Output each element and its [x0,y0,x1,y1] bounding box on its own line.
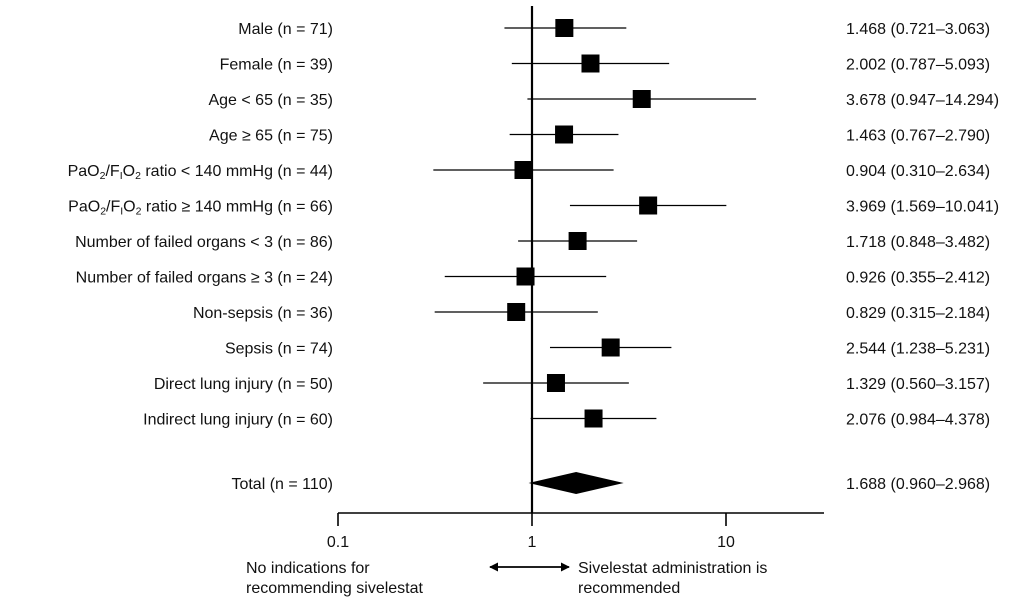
total-diamond [528,472,624,494]
point-estimate-3 [555,125,574,144]
row-values: 1.468 (0.721–3.063) 2.002 (0.787–5.093) 3.… [846,21,999,493]
total-value: 1.688 (0.960–2.968) [846,476,990,493]
axis-annotations: No indications for recommending sivelesta… [246,560,767,597]
point-estimate-11 [584,409,603,428]
point-estimate-5 [639,196,658,215]
point-estimate-2 [632,90,651,108]
row-label-3: Age ≥ 65 (n = 75) [209,128,333,145]
row-value-7: 0.926 (0.355–2.412) [846,270,990,287]
row-value-4: 0.904 (0.310–2.634) [846,163,990,180]
point-estimate-10 [546,374,565,392]
row-label-10: Direct lung injury (n = 50) [154,376,333,393]
x-axis: 0.1 1 10 [327,512,824,551]
plot-marks [433,6,757,513]
row-value-10: 1.329 (0.560–3.157) [846,376,990,393]
row-label-11: Indirect lung injury (n = 60) [143,412,333,429]
row-label-1: Female (n = 39) [220,57,333,74]
row-value-2: 3.678 (0.947–14.294) [846,92,999,109]
point-estimate-7 [516,267,535,286]
row-label-9: Sepsis (n = 74) [225,341,333,358]
left-annotation-line-1: recommending sivelestat [246,580,424,597]
point-estimate-0 [555,19,574,37]
point-estimate-9 [601,338,620,357]
point-estimate-6 [568,232,587,250]
row-label-0: Male (n = 71) [238,21,333,38]
row-value-6: 1.718 (0.848–3.482) [846,234,990,251]
right-annotation-line-0: Sivelestat administration is [578,560,767,577]
row-value-0: 1.468 (0.721–3.063) [846,21,990,38]
row-value-9: 2.544 (1.238–5.231) [846,341,990,358]
row-label-6: Number of failed organs < 3 (n = 86) [75,234,333,251]
row-label-7: Number of failed organs ≥ 3 (n = 24) [76,270,333,287]
point-estimate-8 [507,303,526,321]
row-value-8: 0.829 (0.315–2.184) [846,305,990,322]
row-value-1: 2.002 (0.787–5.093) [846,57,990,74]
x-tick-label-2: 10 [717,534,735,551]
x-tick-label-0: 0.1 [327,534,349,551]
row-value-11: 2.076 (0.984–4.378) [846,412,990,429]
right-annotation-line-1: recommended [578,580,680,597]
total-label: Total (n = 110) [231,476,333,493]
row-label-8: Non-sepsis (n = 36) [193,305,333,322]
row-label-5: PaO2/FIO2 ratio ≥ 140 mmHg (n = 66) [68,199,333,218]
row-labels: Male (n = 71) Female (n = 39) Age < 65 (n … [68,21,333,493]
row-label-2: Age < 65 (n = 35) [208,92,333,109]
left-annotation-line-0: No indications for [246,560,370,577]
row-label-4: PaO2/FIO2 ratio < 140 mmHg (n = 44) [68,163,333,182]
point-estimate-1 [581,54,600,73]
row-value-3: 1.463 (0.767–2.790) [846,128,990,145]
point-estimate-4 [514,161,533,179]
row-value-5: 3.969 (1.569–10.041) [846,199,999,216]
x-tick-label-1: 1 [528,534,537,551]
